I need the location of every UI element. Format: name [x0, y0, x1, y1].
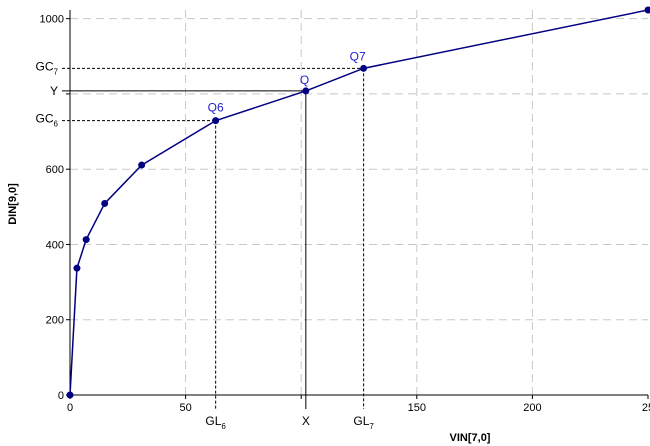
data-points — [66, 6, 650, 399]
y-tick-label: 0 — [58, 390, 64, 402]
data-point — [644, 6, 650, 14]
data-point — [302, 87, 310, 95]
y-tick-label: 1000 — [40, 14, 64, 26]
x-tick-label: 150 — [408, 402, 426, 414]
y-tick-label: 600 — [46, 164, 64, 176]
axes — [69, 10, 648, 396]
y-ref-label: GC7 — [36, 59, 59, 76]
point-labels: Q6 Q Q7 — [208, 49, 366, 114]
reference-labels: GL6 X GL7 GC7 Y GC6 — [36, 59, 375, 431]
data-point — [82, 236, 90, 244]
point-label-q: Q — [300, 73, 309, 87]
y-ref-label: GC6 — [36, 112, 59, 129]
data-point — [360, 64, 368, 72]
y-tick-label: 200 — [46, 315, 64, 327]
y-tick-label: 400 — [46, 239, 64, 251]
x-axis-ticks: 0 50 150 200 25 — [67, 395, 650, 414]
grid-lines — [70, 10, 648, 395]
data-point — [66, 391, 74, 399]
y-axis-title: DIN[9,0] — [7, 183, 19, 225]
x-tick-label: 0 — [67, 402, 73, 414]
x-ref-label: GL6 — [205, 414, 226, 431]
reference-lines — [62, 67, 365, 409]
point-label-q6: Q6 — [208, 101, 224, 115]
data-point — [73, 264, 81, 272]
data-point — [138, 161, 146, 169]
x-ref-label: GL7 — [353, 414, 374, 431]
data-point — [101, 199, 109, 207]
x-ref-label: X — [302, 414, 310, 428]
y-ref-label: Y — [50, 84, 58, 98]
plot-background — [70, 10, 648, 395]
y-axis-ticks: 0 200 400 600 1000 — [40, 14, 70, 402]
x-tick-label: 200 — [523, 402, 541, 414]
x-tick-label: 50 — [179, 402, 191, 414]
point-label-q7: Q7 — [350, 49, 366, 63]
data-point — [212, 117, 220, 125]
x-axis-title: VIN[7,0] — [450, 432, 491, 444]
x-tick-label: 25 — [642, 402, 650, 414]
